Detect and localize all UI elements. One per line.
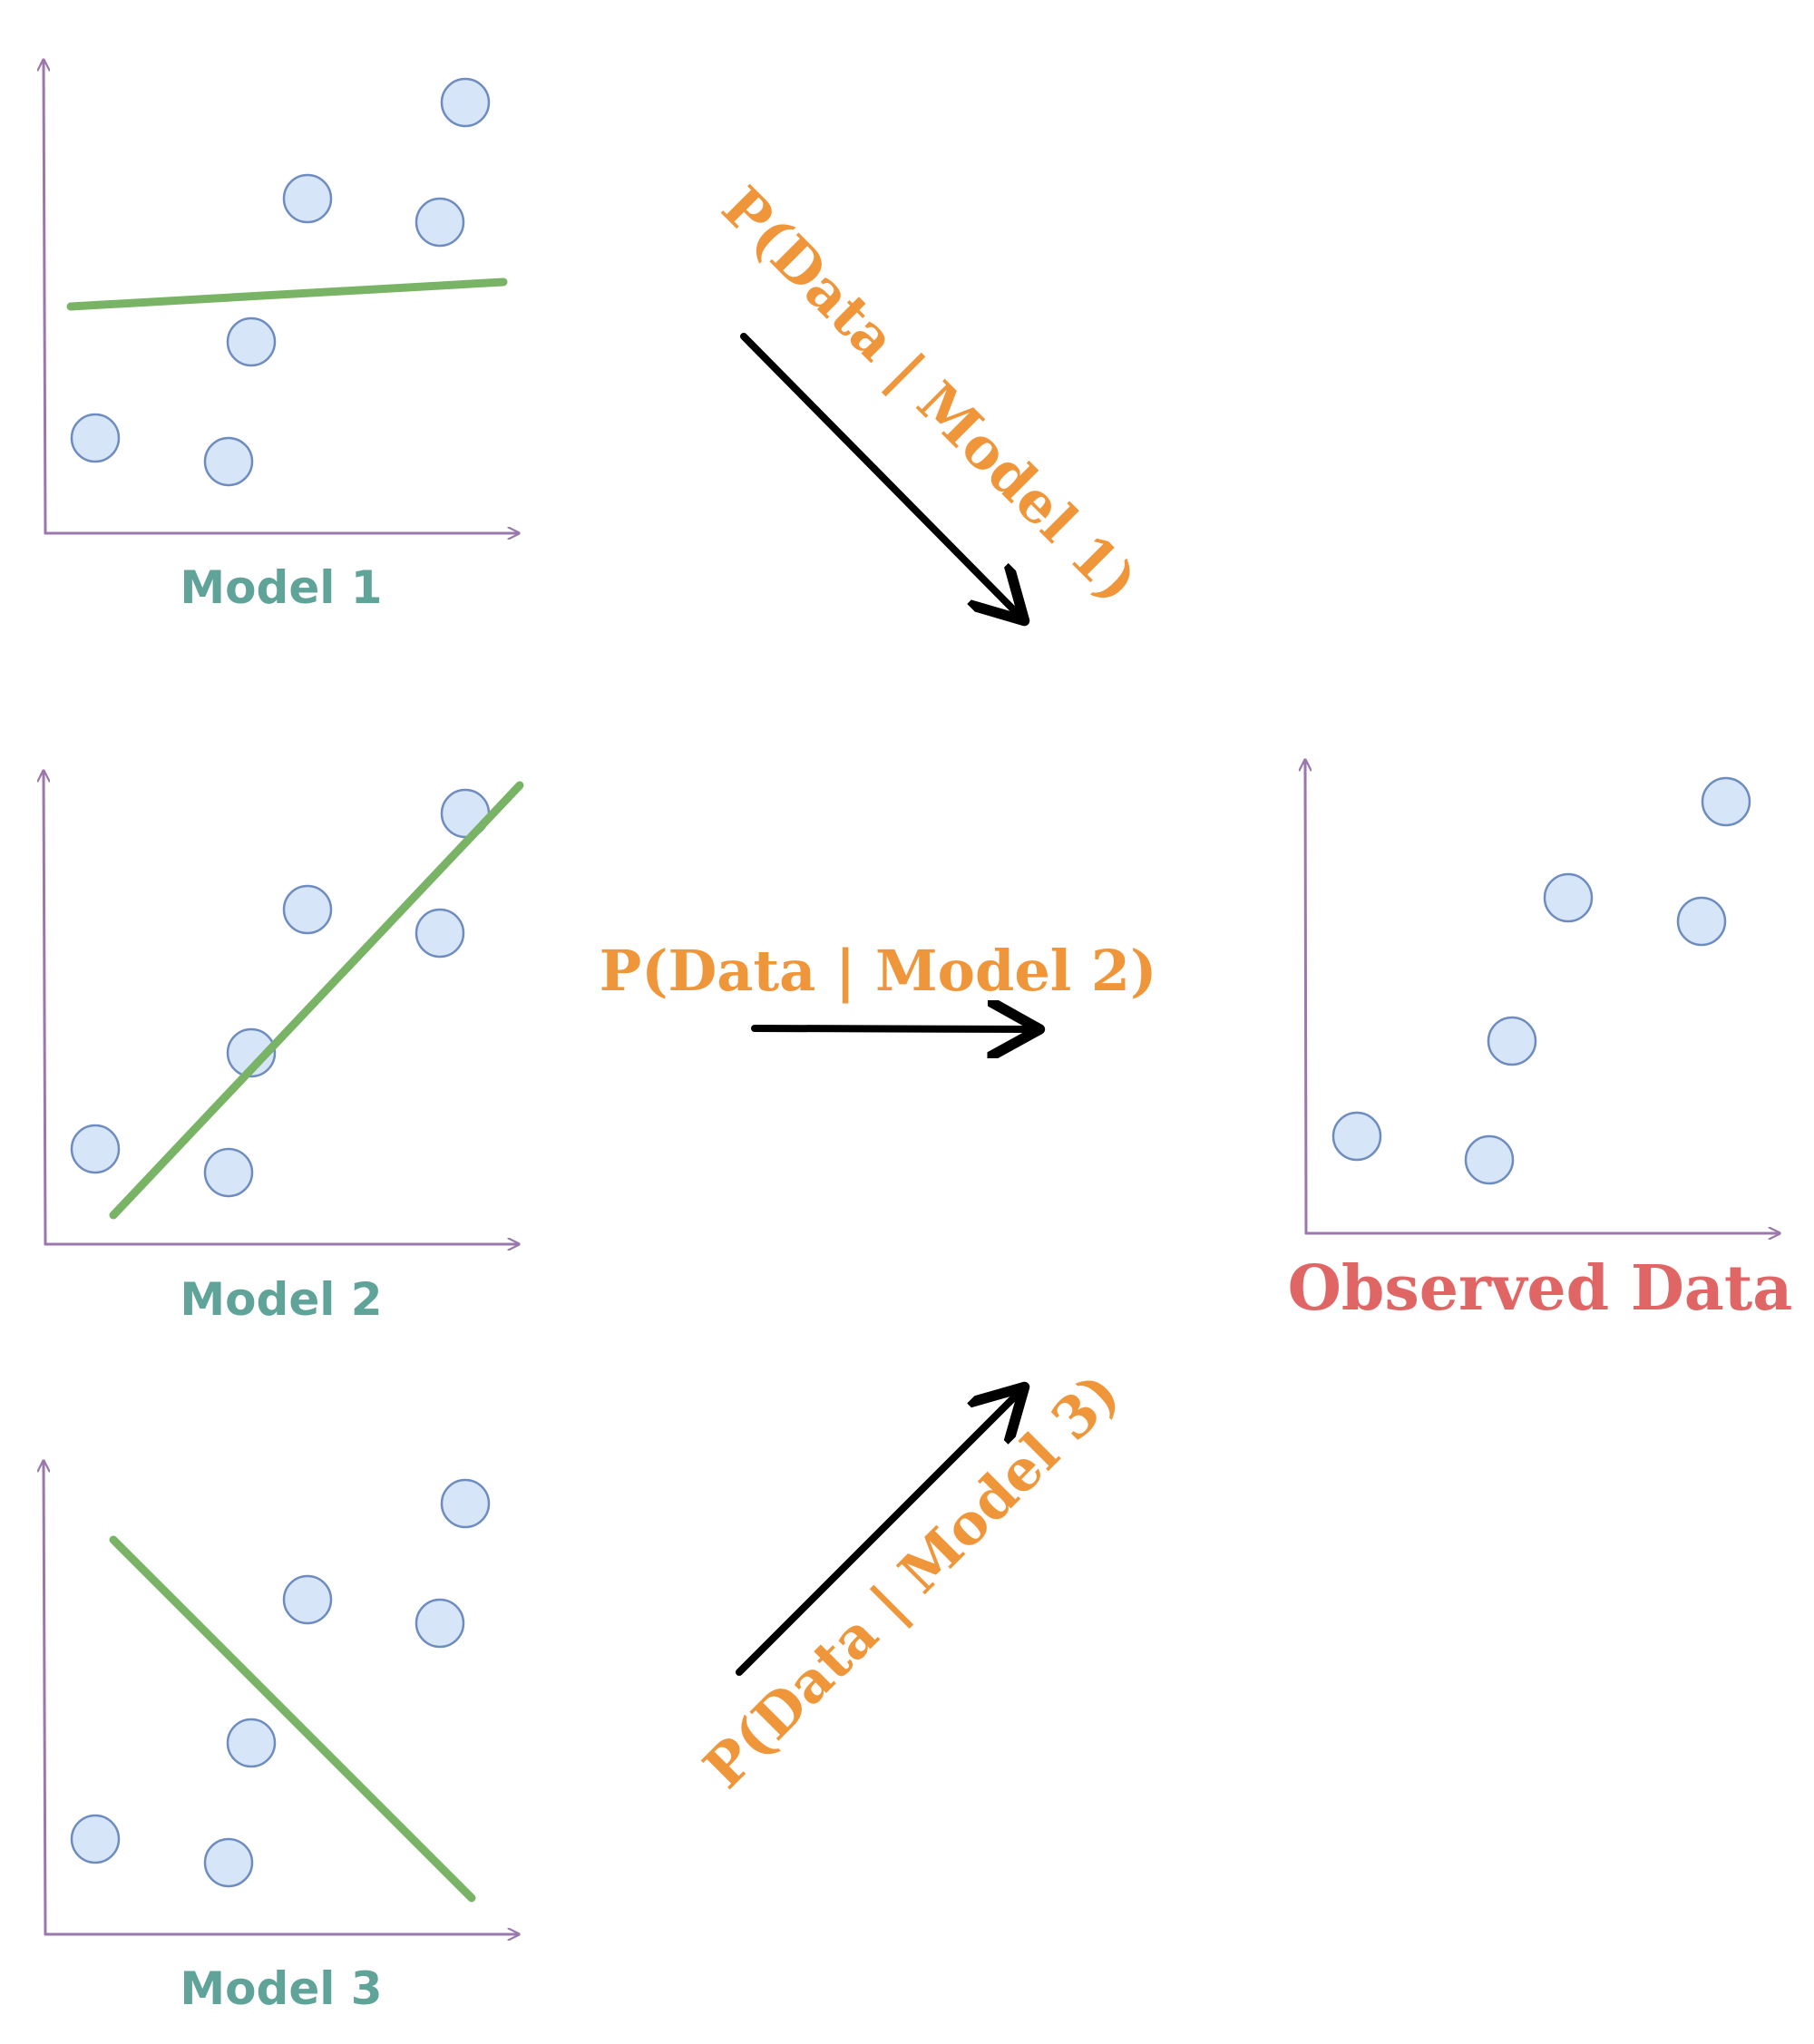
model-3-fit-line — [109, 1535, 476, 1903]
model-3-y-axis — [44, 1459, 45, 1936]
data-point — [1464, 1134, 1515, 1185]
observed-y-axis — [1305, 758, 1306, 1235]
data-point — [282, 1574, 333, 1625]
likelihood-2-label: P(Data | Model 2) — [600, 938, 1157, 1004]
data-point — [1487, 1016, 1537, 1066]
model-2-fit-line — [109, 781, 524, 1220]
model-1-label: Model 1 — [180, 561, 382, 614]
arrow-1 — [740, 333, 1020, 617]
model-3-label: Model 3 — [180, 1962, 382, 2015]
model-2-panel: Model 2 — [44, 769, 524, 1326]
data-point — [1543, 872, 1594, 923]
model-1-panel: Model 1 — [44, 58, 521, 614]
arrow-3 — [736, 1391, 1020, 1676]
data-point — [440, 77, 491, 128]
data-point — [440, 1478, 491, 1529]
data-point — [1701, 776, 1751, 827]
data-point — [70, 413, 121, 463]
data-point — [70, 1814, 121, 1864]
model-2-points — [70, 788, 491, 1198]
arrow-2 — [751, 1028, 1034, 1029]
data-point — [1331, 1111, 1382, 1162]
observed-data-panel: Observed Data — [1288, 758, 1793, 1325]
data-point — [1676, 896, 1727, 947]
likelihood-2: P(Data | Model 2) — [600, 938, 1157, 1029]
data-point — [226, 1718, 277, 1768]
likelihood-1-label: P(Data | Model 1) — [709, 174, 1150, 615]
model-1-y-axis — [44, 58, 45, 535]
data-point — [203, 436, 254, 487]
likelihood-3-label: P(Data | Model 3) — [691, 1360, 1132, 1801]
data-point — [203, 1837, 254, 1888]
observed-data-label: Observed Data — [1288, 1252, 1793, 1325]
model-1-points — [70, 77, 491, 487]
likelihood-1: P(Data | Model 1) — [709, 174, 1150, 617]
data-point — [70, 1124, 121, 1174]
model-2-y-axis — [44, 769, 45, 1246]
data-point — [226, 1027, 277, 1078]
data-point — [414, 197, 465, 248]
data-point — [226, 316, 277, 367]
likelihood-3: P(Data | Model 3) — [691, 1360, 1132, 1801]
model-3-points — [70, 1478, 491, 1888]
data-point — [282, 884, 333, 935]
data-point — [414, 1598, 465, 1649]
data-point — [282, 173, 333, 224]
data-point — [203, 1147, 254, 1198]
model-1-fit-line — [66, 277, 508, 311]
data-point — [414, 908, 465, 959]
model-3-panel: Model 3 — [44, 1459, 521, 2015]
model-2-label: Model 2 — [180, 1273, 382, 1326]
observed-points — [1331, 776, 1751, 1185]
